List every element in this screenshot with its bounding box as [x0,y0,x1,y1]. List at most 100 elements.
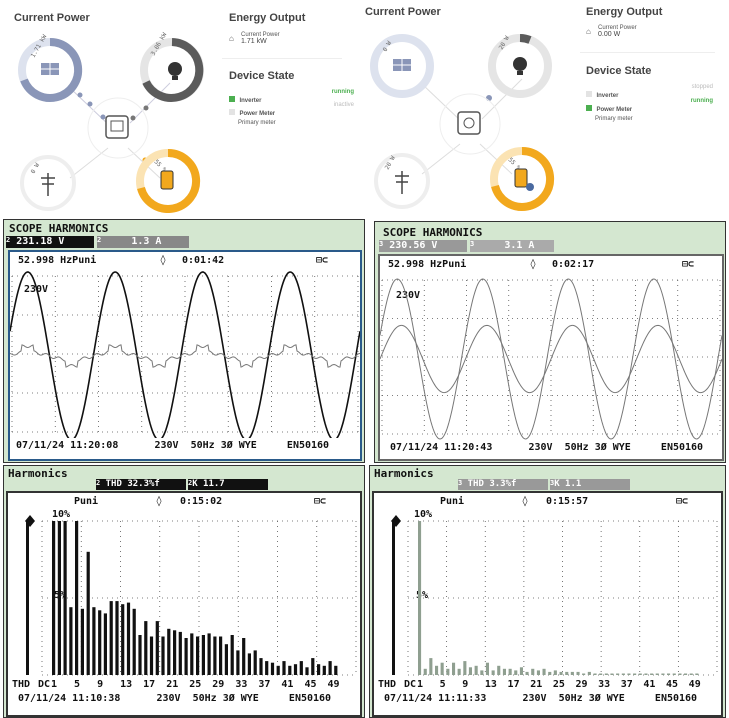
plug-icon: ⊟⊂ [676,496,689,507]
harmonic-bar-28 [570,671,574,675]
harmonic-bar-44 [299,661,303,675]
harmonic-bar-45 [667,673,671,675]
battery-icon [514,168,528,188]
harmonic-bar-33 [236,650,240,675]
x-tick-label: 49 [688,679,701,690]
harmonic-bar-6 [80,608,84,675]
energy-output-title-right: Energy Output [586,6,663,18]
harmonic-bar-38 [265,661,269,675]
x-tick-label: 17 [143,679,156,690]
harmonic-bar-50 [695,673,699,675]
inverter-status-icon [229,96,235,102]
harmonic-bar-42 [650,673,654,675]
harmonic-bar-20 [161,636,165,675]
bulb-icon [513,57,527,71]
harmonic-bar-36 [616,673,620,675]
harmonic-bar-13 [485,662,489,675]
harmonic-bar-35 [247,653,251,675]
harmonic-bar-12 [480,670,484,675]
harmonic-bar-30 [219,636,223,675]
harmonic-bar-17 [508,668,512,675]
harmonic-bar-42 [288,665,292,675]
energy-output-label: Current Power [241,32,280,38]
harmonic-bar-3 [63,521,67,675]
harmonic-bar-29 [576,671,580,675]
harm-left-bars [25,515,357,676]
energy-output-row: ⌂ Current Power 1.71 kW [229,32,280,45]
harmonic-bar-45 [305,667,309,675]
x-tick-label: 25 [552,679,565,690]
timer-icon: ◊ [156,496,163,507]
inverter-icon [457,111,481,135]
device-row-meter-right: Power Meter running Primary meter [586,98,713,122]
x-tick-label: 37 [620,679,633,690]
x-tick-label: 37 [258,679,271,690]
inverter-icon [105,115,129,139]
harmonic-bar-43 [655,673,659,675]
harmonic-bar-39 [633,673,637,675]
device-row-inverter: Inverter running [229,89,354,107]
harm-left-k: 2K 11.7 [188,479,268,490]
harmonic-bar-26 [196,636,200,675]
harm-right-k: 3K 1.1 [550,479,630,490]
battery-ring [137,148,201,213]
meter-status-icon [229,109,235,115]
timer-icon: ◊ [522,496,529,507]
harmonic-bar-46 [311,658,315,675]
scope-right-panel: SCOPE HARMONICS 3 230.56 V 3 3.1 A 52.99… [374,221,726,463]
harmonic-bar-49 [689,673,693,675]
harmonic-bar-17 [144,621,148,675]
harmonic-bar-46 [672,673,676,675]
harmonic-bar-27 [565,671,569,675]
grid-tower-icon [41,173,55,196]
harmonic-bar-13 [121,604,125,675]
harmonic-bar-31 [587,671,591,675]
harmonic-bar-24 [184,638,188,675]
scope-right-volt-label: 230V [396,290,421,301]
x-tick-label: 21 [166,679,179,690]
x-tick-label: 1 [51,679,58,690]
harmonic-bar-28 [207,633,211,675]
harm-right-thd: 3 THD 3.3%f [458,479,548,490]
harm-left-ytop: 10% [52,509,71,520]
harmonic-bar-5 [440,662,444,675]
x-tick-label: THD [12,679,31,690]
harmonic-bar-32 [593,673,597,675]
harmonic-bar-1 [418,521,422,675]
x-tick-label: 29 [575,679,588,690]
scope-right-footer: 07/11/24 11:20:43 230V 50Hz 3Ø WYE EN501… [390,442,704,453]
harm-right-title: Harmonics [374,467,434,480]
scope-left-current: 2 1.3 A [97,236,189,248]
harmonic-bar-2 [423,668,427,675]
energy-output-row-right: ⌂ Current Power 0.00 W [586,25,637,38]
house-icon: ⌂ [229,34,234,43]
solar-ring [20,37,83,102]
harm-right-ytop: 10% [414,509,433,520]
x-tick-label: 45 [666,679,679,690]
x-tick-label: 41 [281,679,294,690]
harmonic-bar-21 [531,668,535,675]
battery-icon [160,170,174,190]
scope-left-timer: 0:01:42 [182,255,225,266]
x-tick-label: 17 [507,679,520,690]
harmonic-bar-48 [322,665,326,675]
harmonic-bar-38 [627,673,631,675]
harmonic-bar-40 [276,665,280,675]
x-tick-label: 33 [598,679,611,690]
harmonic-bar-9 [463,661,467,675]
harmonic-bar-47 [317,664,321,675]
harm-right-timer: 0:15:57 [546,496,589,507]
harmonic-bar-20 [525,671,529,675]
harm-right-puni: Puni [440,496,465,507]
scope-left-footer: 07/11/24 11:20:08 230V 50Hz 3Ø WYE EN501… [16,440,330,451]
scope-left-voltage: 2 231.18 V [6,236,94,248]
harmonic-bar-21 [167,628,171,675]
x-tick-label: DC [38,679,51,690]
harmonic-bar-39 [270,662,275,675]
harmonic-bar-4 [435,665,439,675]
info-badge-icon [526,183,534,191]
scope-right-voltage: 3 230.56 V [379,240,467,252]
x-tick-label: 13 [120,679,133,690]
harmonic-bar-41 [282,661,286,675]
harmonic-bar-3 [429,658,433,675]
